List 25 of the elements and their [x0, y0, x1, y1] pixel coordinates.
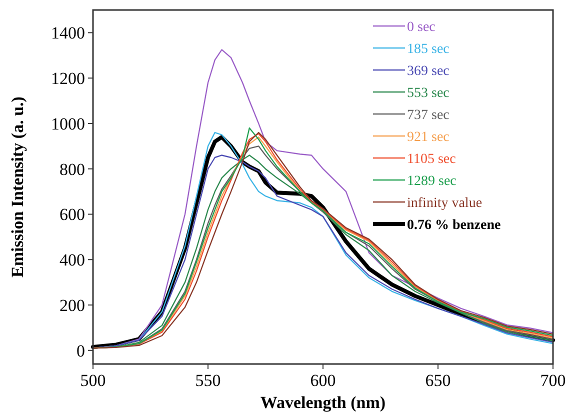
legend-label: 0.76 % benzene [407, 218, 501, 233]
y-axis-title: Emission Intensity (a. u.) [8, 96, 27, 278]
legend-label: 737 sec [407, 108, 450, 123]
legend-label: 1105 sec [407, 152, 456, 167]
y-tick-label: 1400 [51, 24, 85, 43]
legend-label: infinity value [407, 196, 482, 211]
legend-label: 553 sec [407, 86, 450, 101]
x-tick-label: 650 [425, 371, 451, 390]
x-tick-label: 600 [310, 371, 336, 390]
y-tick-label: 400 [60, 250, 85, 270]
x-axis-title: Wavelength (nm) [260, 393, 386, 412]
y-tick-label: 1200 [51, 69, 85, 88]
legend-label: 1289 sec [407, 174, 456, 189]
legend-label: 0 sec [407, 20, 436, 35]
y-tick-label: 600 [60, 205, 85, 224]
y-tick-label: 800 [60, 160, 85, 179]
x-tick-label: 550 [195, 371, 221, 390]
x-tick-label: 700 [540, 371, 566, 390]
y-tick-label: 200 [60, 296, 85, 315]
x-tick-label: 500 [80, 371, 106, 390]
y-tick-label: 1000 [51, 114, 85, 134]
legend-label: 921 sec [407, 130, 450, 145]
legend-label: 185 sec [407, 42, 450, 57]
y-tick-label: 0 [76, 341, 85, 360]
legend-label: 369 sec [407, 64, 450, 79]
